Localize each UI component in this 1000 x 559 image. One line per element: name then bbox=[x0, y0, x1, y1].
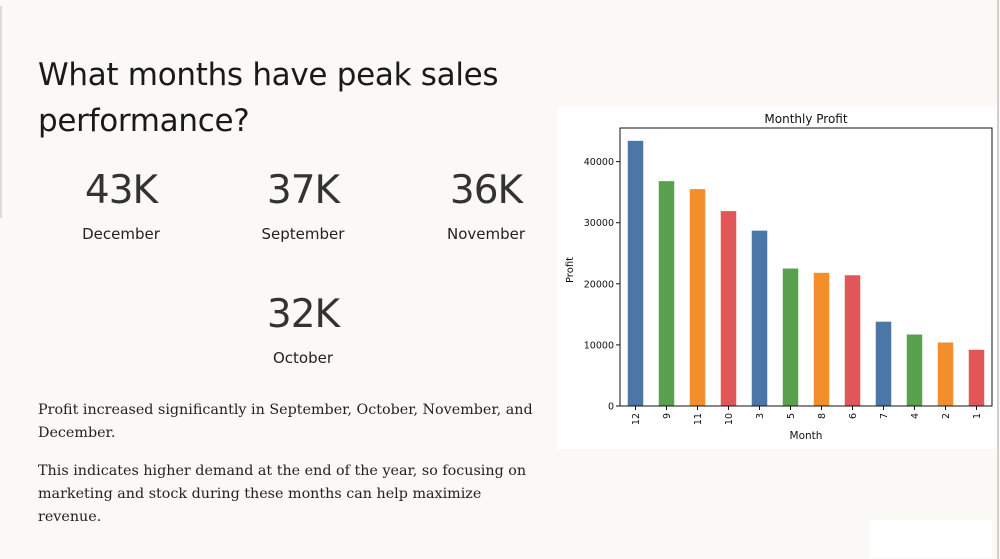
x-tick-label: 5 bbox=[786, 413, 797, 419]
y-axis-label: Profit bbox=[565, 257, 576, 283]
kpi-label: October bbox=[272, 349, 334, 367]
bar-month-8 bbox=[813, 272, 830, 406]
kpi-label: December bbox=[82, 225, 160, 243]
bar-month-11 bbox=[689, 189, 706, 406]
bar-month-2 bbox=[937, 342, 954, 406]
x-tick-label: 10 bbox=[724, 413, 735, 425]
right-scrollbar-edge bbox=[997, 0, 999, 559]
bar-month-10 bbox=[720, 211, 737, 406]
y-tick-label: 30000 bbox=[584, 218, 614, 229]
bar-month-9 bbox=[658, 181, 675, 406]
kpi-value: 37K bbox=[266, 168, 340, 213]
x-tick-label: 2 bbox=[941, 413, 952, 419]
x-tick-label: 1 bbox=[972, 413, 983, 419]
blank-panel bbox=[870, 520, 992, 558]
left-border bbox=[0, 6, 2, 218]
y-tick-label: 20000 bbox=[584, 279, 614, 290]
x-tick-label: 8 bbox=[817, 413, 828, 419]
plot-frame bbox=[619, 127, 993, 407]
bar-month-12 bbox=[627, 140, 644, 407]
bar-month-6 bbox=[844, 275, 861, 406]
kpi-card-september: 37K September bbox=[213, 168, 393, 243]
x-axis-label: Month bbox=[790, 430, 823, 442]
bar-month-4 bbox=[906, 334, 923, 406]
x-tick-label: 12 bbox=[631, 413, 642, 425]
kpi-card-november: 36K November bbox=[396, 168, 576, 243]
bar-month-7 bbox=[875, 321, 892, 406]
x-tick-label: 9 bbox=[662, 413, 673, 419]
insight-paragraph-2: This indicates higher demand at the end … bbox=[38, 463, 527, 525]
x-tick-label: 7 bbox=[879, 413, 890, 419]
x-tick-label: 11 bbox=[693, 413, 704, 425]
y-tick-label: 0 bbox=[608, 402, 614, 413]
y-tick-label: 10000 bbox=[584, 340, 614, 351]
kpi-value: 32K bbox=[266, 292, 340, 337]
x-tick-label: 4 bbox=[910, 413, 921, 419]
bar-month-5 bbox=[782, 268, 799, 406]
kpi-value: 36K bbox=[449, 168, 523, 213]
y-tick-label: 40000 bbox=[584, 157, 614, 168]
kpi-card-december: 43K December bbox=[31, 168, 211, 243]
x-tick-label: 3 bbox=[755, 413, 766, 419]
bar-month-1 bbox=[968, 349, 985, 406]
insight-paragraph-1: Profit increased significantly in Septem… bbox=[38, 402, 533, 441]
kpi-card-october: 32K October bbox=[213, 292, 393, 367]
chart-svg: Monthly Profit Profit Month 0 10000 20000 3… bbox=[565, 112, 993, 442]
x-tick-label: 6 bbox=[848, 413, 859, 419]
kpi-label: November bbox=[446, 225, 526, 243]
monthly-profit-chart: Monthly Profit Profit Month 0 10000 20000 3… bbox=[557, 107, 997, 449]
kpi-value: 43K bbox=[84, 168, 158, 213]
page-title: What months have peak sales performance? bbox=[38, 57, 499, 139]
kpi-label: September bbox=[261, 225, 345, 243]
chart-title: Monthly Profit bbox=[764, 112, 847, 126]
bar-month-3 bbox=[751, 230, 768, 406]
